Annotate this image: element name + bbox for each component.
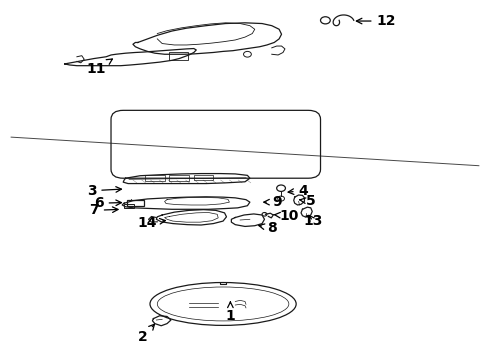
Text: 5: 5 [300, 194, 316, 208]
Bar [124, 204, 134, 208]
Text: 8: 8 [259, 221, 277, 235]
Bar [127, 201, 144, 206]
Text: 11: 11 [87, 59, 112, 76]
Text: 9: 9 [264, 195, 281, 209]
Text: 4: 4 [288, 184, 308, 198]
Text: 1: 1 [225, 302, 235, 323]
Text: 6: 6 [94, 196, 122, 210]
Text: 13: 13 [303, 214, 323, 228]
Text: 2: 2 [138, 324, 154, 344]
Bar [170, 175, 189, 181]
Text: 3: 3 [87, 184, 122, 198]
Text: 7: 7 [89, 203, 118, 217]
Bar [145, 175, 165, 181]
Text: 14: 14 [138, 216, 165, 230]
Text: 10: 10 [273, 209, 298, 223]
Bar [170, 53, 188, 60]
Bar [194, 175, 213, 180]
Text: 12: 12 [356, 14, 396, 28]
